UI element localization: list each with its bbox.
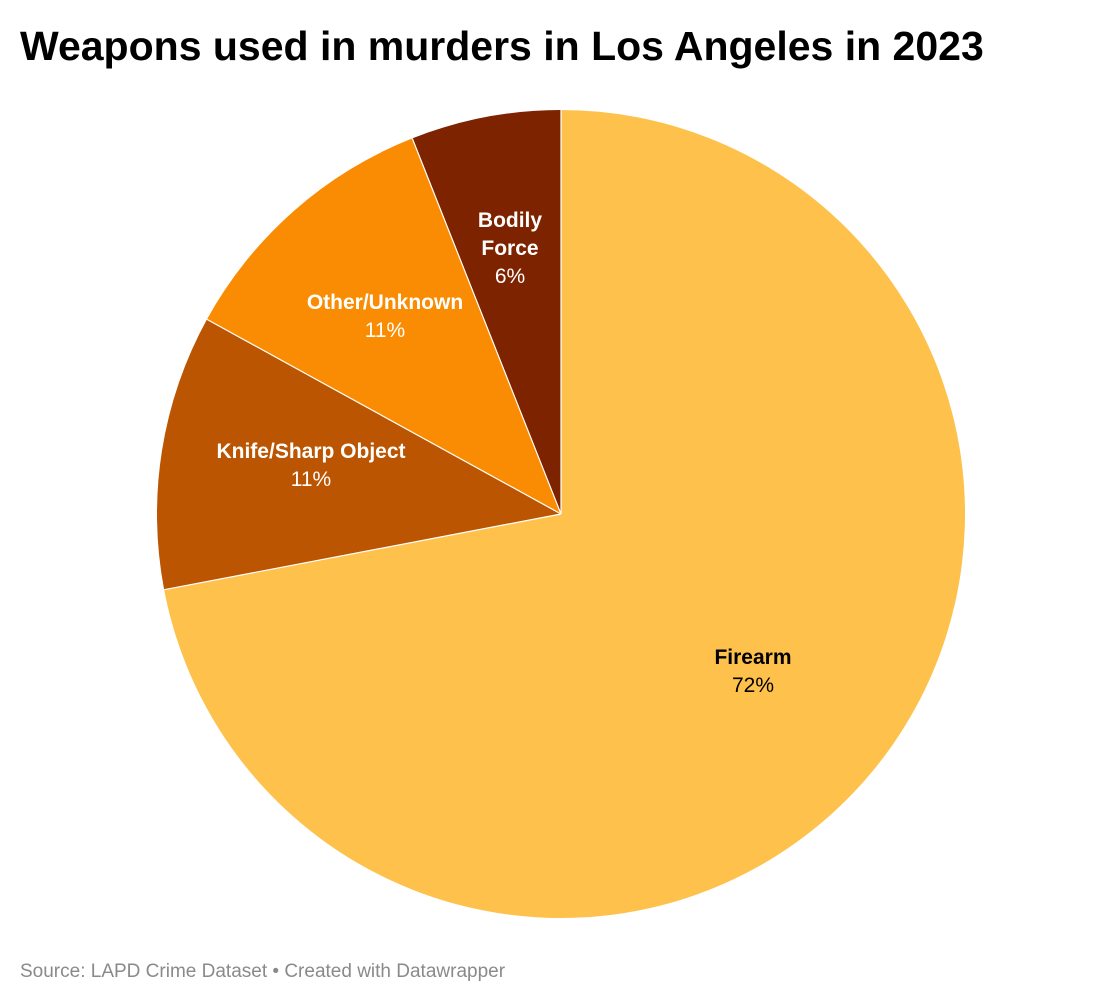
slice-name-label: Firearm xyxy=(714,646,791,669)
slice-label-firearm: Firearm 72% xyxy=(714,646,791,697)
slice-name-label: Other/Unknown xyxy=(307,291,463,314)
slice-separator xyxy=(206,318,562,515)
slice-label-other-unknown: Other/Unknown 11% xyxy=(307,291,463,342)
slice-label-bodily-force: Bodily Force 6% xyxy=(478,209,542,288)
pie-slice-other-unknown xyxy=(206,138,561,514)
pie-slice-firearm xyxy=(164,110,966,918)
chart-title: Weapons used in murders in Los Angeles i… xyxy=(20,23,984,69)
slice-separator xyxy=(411,138,562,515)
credit-text: Created with Datawrapper xyxy=(284,961,506,982)
slice-name-label: Force xyxy=(481,237,538,260)
pie-slice-knife-sharp-object xyxy=(157,319,561,590)
slice-value-label: 11% xyxy=(365,319,405,342)
source-name: LAPD Crime Dataset xyxy=(90,961,268,982)
chart-footer: Source: LAPD Crime Dataset • Created wit… xyxy=(20,958,505,986)
slice-separator xyxy=(164,513,562,591)
slice-value-label: 6% xyxy=(495,265,525,288)
slice-value-label: 72% xyxy=(732,674,774,697)
slice-label-knife-sharp-object: Knife/Sharp Object 11% xyxy=(216,440,405,491)
slice-value-label: 11% xyxy=(291,468,331,491)
pie-slice-bodily-force xyxy=(412,110,561,514)
source-prefix: Source: xyxy=(20,961,91,982)
slice-name-label: Knife/Sharp Object xyxy=(216,440,405,463)
footer-separator: • xyxy=(267,961,285,982)
slice-name-label: Bodily xyxy=(478,209,542,232)
